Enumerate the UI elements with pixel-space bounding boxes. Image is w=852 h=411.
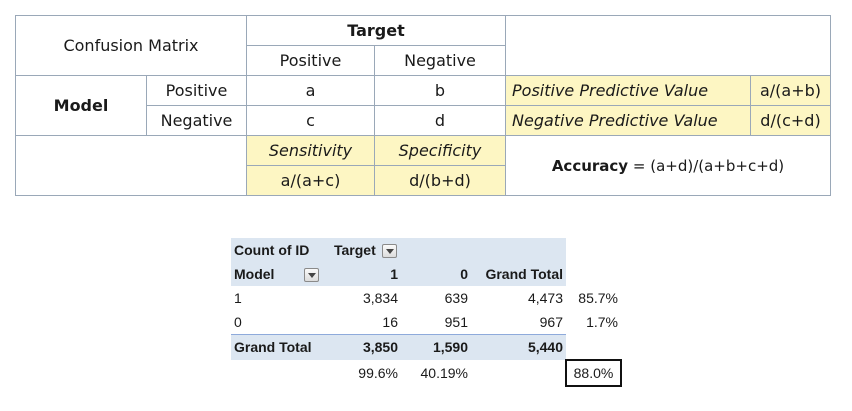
percent-row: 99.6% 40.19% 88.0% [231,358,622,387]
sensitivity-percent: 99.6% [358,364,398,381]
target-positive-header: Positive [246,45,375,76]
empty-cell [231,360,331,386]
grand-total-1: 3,850 [331,334,401,360]
specificity-percent: 40.19% [420,364,468,381]
target-filter-header: Target [331,238,566,262]
target-header: Target [246,15,506,46]
table-row: 1 3,834 639 4,473 85.7% [231,286,621,310]
target-dropdown-icon[interactable] [381,244,397,259]
row-value-0: 951 [444,314,468,330]
empty-cell [566,262,621,286]
empty-cell [566,335,621,360]
accuracy-label: Accuracy [551,156,629,175]
target-filter-label: Target [334,241,376,258]
grand-total-all: 5,440 [471,334,566,360]
row-label: 0 [234,314,242,330]
count-of-id-header: Count of ID [231,238,331,262]
sensitivity-label: Sensitivity [246,135,375,166]
row-total: 967 [539,314,563,330]
col-1-header: 1 [331,262,401,286]
model-filter-label: Model [234,265,275,282]
row-total: 4,473 [527,290,563,306]
model-positive-header: Positive [146,75,247,106]
col-0-header: 0 [401,262,471,286]
row-percent: 85.7% [578,290,618,306]
pivot-table: Count of ID Target Model 1 0 Grand Total… [231,238,622,387]
accuracy-cell: Accuracy = (a+d)/(a+b+c+d) [505,135,831,196]
specificity-formula: d/(b+d) [374,165,506,196]
row-label: 1 [234,290,242,306]
model-dropdown-icon[interactable] [304,268,320,283]
model-negative-header: Negative [146,105,247,136]
sensitivity-formula: a/(a+c) [246,165,375,196]
table-row: 0 16 951 967 1.7% [231,310,621,335]
grand-total-0: 1,590 [401,334,471,360]
grand-total-row: Grand Total 3,850 1,590 5,440 [231,334,621,360]
cell-d: d [374,105,506,136]
specificity-label: Specificity [374,135,506,166]
accuracy-percent: 88.0% [565,358,622,387]
npv-label: Negative Predictive Value [505,105,751,136]
model-filter-header: Model [231,262,331,286]
empty-cell [566,238,621,262]
cell-c: c [246,105,375,136]
matrix-title: Confusion Matrix [15,15,247,76]
row-percent: 1.7% [586,314,618,331]
ppv-label: Positive Predictive Value [505,75,751,106]
target-negative-header: Negative [374,45,506,76]
grand-total-label: Grand Total [231,334,331,360]
ppv-formula: a/(a+b) [750,75,831,106]
blank-footer-cell [15,135,247,196]
blank-header-cell [505,15,831,76]
npv-formula: d/(c+d) [750,105,831,136]
row-value-1: 16 [382,314,398,330]
model-header: Model [15,75,147,136]
accuracy-formula: = (a+d)/(a+b+c+d) [632,156,785,175]
cell-a: a [246,75,375,106]
grand-total-header: Grand Total [471,262,566,286]
row-value-0: 639 [444,290,468,306]
confusion-matrix-table: Confusion Matrix Target Positive Negativ… [15,15,831,196]
cell-b: b [374,75,506,106]
empty-cell [471,360,566,386]
row-value-1: 3,834 [362,290,398,306]
